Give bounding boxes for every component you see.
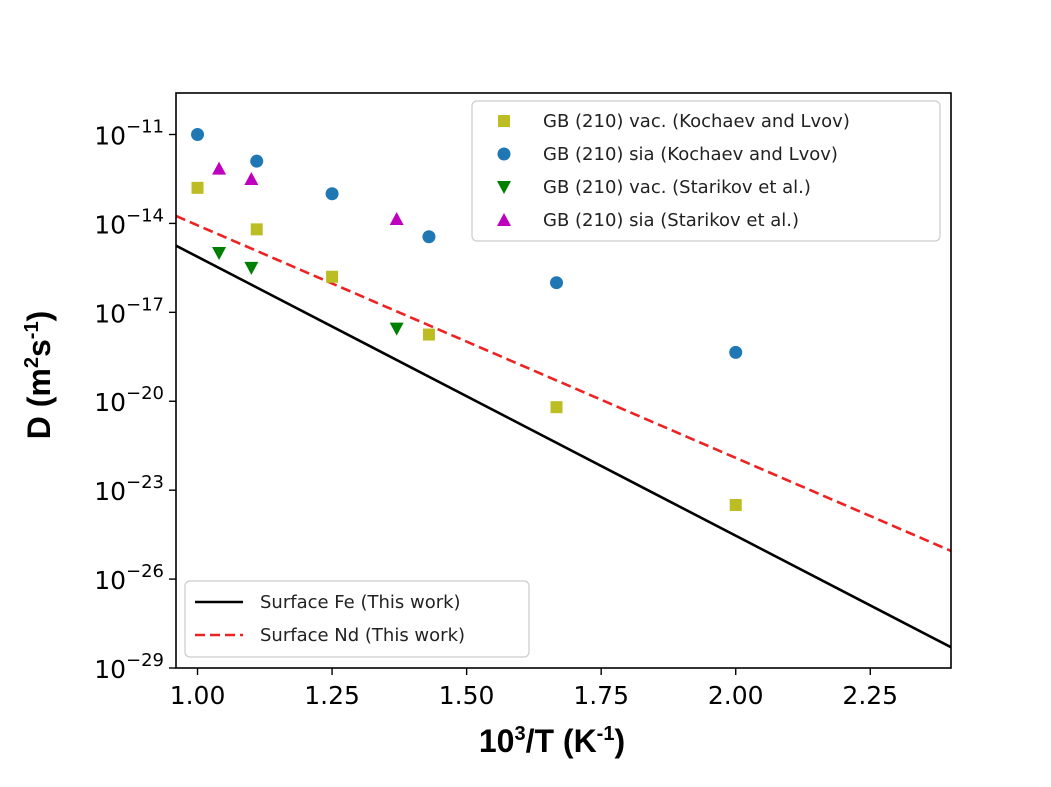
data-point-series2-3 [325,187,339,201]
x-tick-label: 2.25 [842,681,898,710]
legend-lines-box [184,580,530,658]
x-tick-label: 1.50 [439,681,495,710]
data-point-series2-4 [422,230,436,244]
y-axis: 10−11 10−14 10−17 10−20 10−23 10−26 10−29 [94,116,176,684]
legend-lines-items: Surface Fe (This work) Surface Nd (This w… [195,592,465,646]
data-point-series3-2 [244,261,259,275]
y-tick-label: 10−14 [94,205,164,239]
data-point-series4-1 [212,161,227,175]
x-tick-label: 1.75 [573,681,629,710]
legend-line-label-2: Surface Nd (This work) [260,625,465,646]
y-tick-label: 10−26 [94,561,164,595]
y-tick-label: 10−29 [94,650,164,684]
x-tick-label: 1.25 [304,681,360,710]
legend-line-label-1: Surface Fe (This work) [260,592,461,613]
series-line-surface-nd [176,214,951,553]
legend-marker-4 [497,213,511,226]
x-tick-label: 2.00 [708,681,764,710]
y-axis-title: D (m2s-1) [21,311,57,439]
data-point-series3-3 [389,322,404,336]
y-tick-label: 10−11 [94,116,164,150]
data-point-series1-6 [729,498,742,511]
data-point-series1-4 [422,328,435,341]
legend-label-3: GB (210) vac. (Starikov et al.) [543,177,811,198]
legend-label-1: GB (210) vac. (Kochaev and Lvov) [543,111,850,132]
data-point-series4-2 [244,171,259,185]
series-line-surface-fe [176,244,951,649]
legend-marker-3 [497,181,511,194]
legend-markers-box [471,100,941,242]
plot-marks [176,127,951,649]
y-tick-label: 10−23 [94,472,164,506]
data-point-series1-3 [326,270,339,283]
legend-marker-1 [498,115,510,127]
data-point-series2-6 [729,345,743,359]
legend-label-2: GB (210) sia (Kochaev and Lvov) [543,144,838,165]
x-axis: 1.00 1.25 1.50 1.75 2.00 2.25 [170,668,898,710]
y-tick-label: 10−17 [94,294,164,328]
data-point-series1-5 [550,401,563,414]
y-tick-label: 10−20 [94,383,164,417]
data-point-series3-1 [212,247,227,261]
legend-marker-2 [497,147,511,161]
data-point-series2-2 [250,154,264,168]
legend-label-4: GB (210) sia (Starikov et al.) [543,210,799,231]
legend-markers-items: GB (210) vac. (Kochaev and Lvov) GB (210)… [497,111,850,231]
plot-frame [175,92,952,669]
data-point-series2-1 [191,127,205,141]
x-tick-label: 1.00 [170,681,226,710]
data-point-series4-3 [389,211,404,225]
data-point-series1-1 [191,181,204,194]
x-axis-title: 103/T (K-1) [479,723,625,759]
legend-markers: GB (210) vac. (Kochaev and Lvov) GB (210)… [471,100,941,242]
data-point-series2-5 [550,276,564,290]
legend-lines: Surface Fe (This work) Surface Nd (This w… [184,580,530,658]
data-point-series1-2 [250,223,263,236]
